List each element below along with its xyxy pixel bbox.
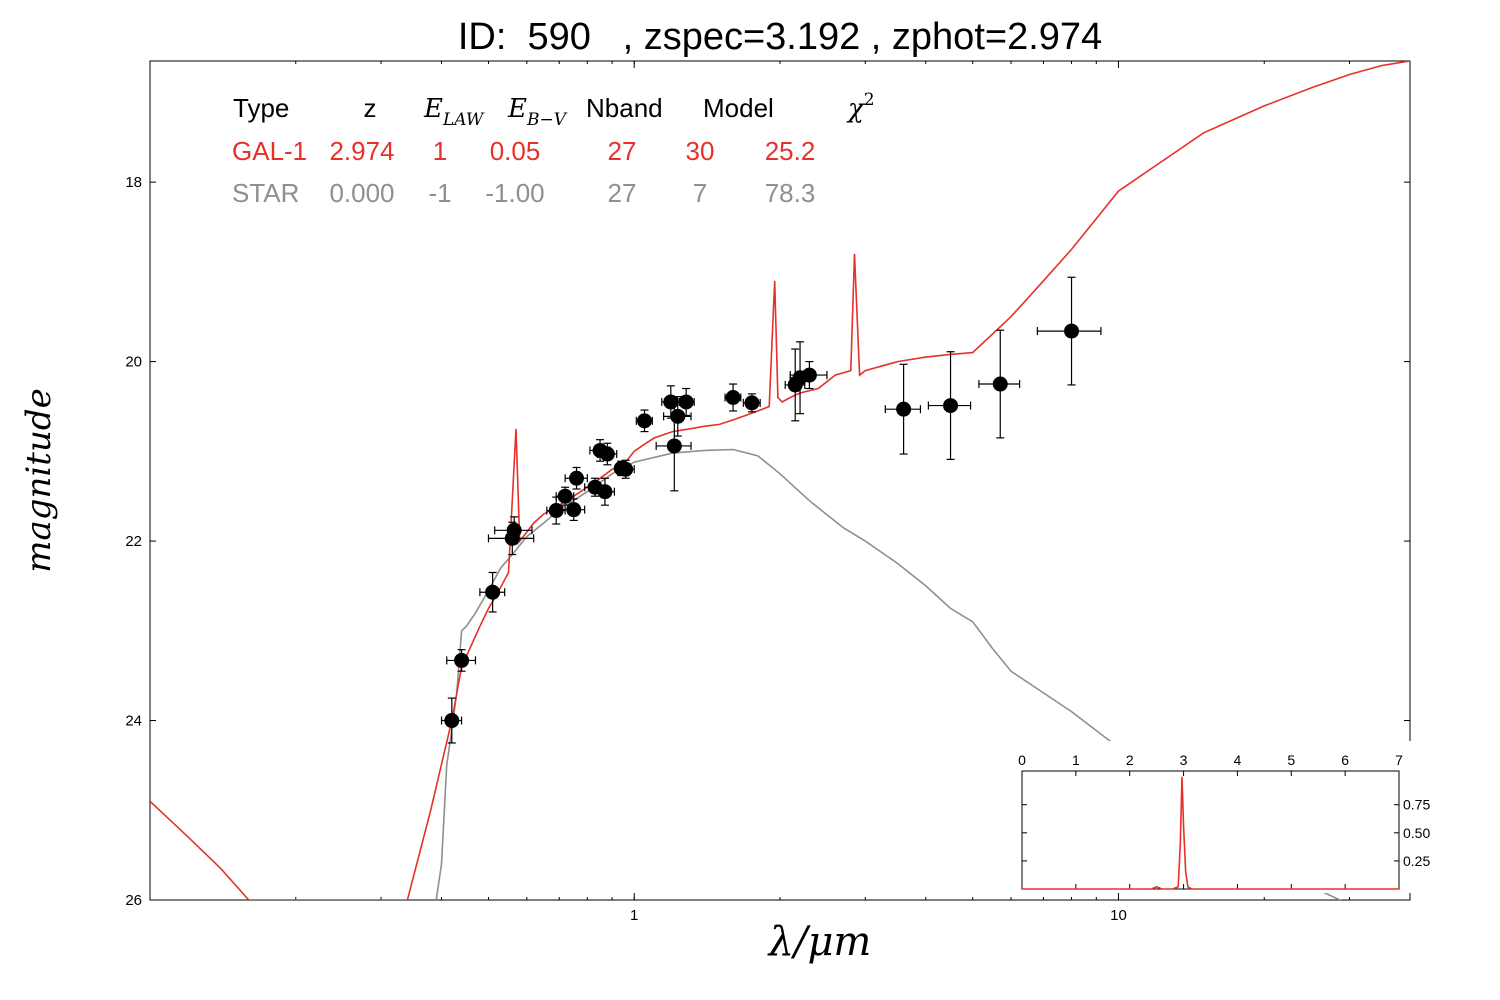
table-header: ELAW [423, 94, 485, 130]
table-cell: 0.000 [329, 178, 394, 208]
photometry-point [564, 466, 588, 490]
inset-x-tick-label: 5 [1287, 752, 1295, 768]
y-tick-label: 22 [125, 533, 142, 550]
photometry-point [978, 329, 1021, 439]
data-marker [670, 408, 686, 424]
photometry-point [616, 459, 635, 479]
data-marker [992, 376, 1008, 392]
y-tick-label: 26 [125, 892, 142, 909]
pdz-inset-plot: 0 1 2 3 4 5 6 7 0.25 0.50 0.75 [1018, 741, 1438, 893]
data-marker [943, 398, 959, 414]
data-marker [636, 413, 652, 429]
table-cell: -1 [428, 178, 451, 208]
photometry-point [663, 396, 692, 437]
photometry-point [561, 498, 586, 522]
data-marker [744, 395, 760, 411]
photometry-point [440, 697, 463, 744]
table-cell: 27 [608, 136, 637, 166]
inset-x-tick-label: 3 [1180, 752, 1188, 768]
table-cell: 2.974 [329, 136, 394, 166]
table-header: Nband [586, 93, 663, 123]
inset-x-tick-label: 1 [1072, 752, 1080, 768]
table-header: z [364, 93, 377, 123]
table-cell: 30 [686, 136, 715, 166]
galaxy-template-line [150, 61, 1410, 900]
data-marker [444, 713, 460, 729]
data-marker [557, 488, 573, 504]
photometry-point [494, 516, 533, 545]
table-cell: 78.3 [765, 178, 816, 208]
photometry-point [927, 351, 972, 461]
pdz-line [1022, 776, 1399, 890]
table-cell: 1 [433, 136, 447, 166]
table-header: EB−V [507, 94, 568, 130]
data-marker [618, 461, 634, 477]
y-tick-label: 18 [125, 174, 142, 191]
photometry-point [635, 409, 653, 433]
photometry-point [677, 387, 695, 417]
photometry-point [1036, 276, 1102, 386]
photometry-point [479, 571, 506, 613]
data-marker [597, 484, 613, 500]
photometry-points [440, 276, 1102, 744]
inset-y-tick-label: 0.75 [1403, 797, 1430, 813]
photometry-point [884, 363, 922, 455]
table-cell: -1.00 [485, 178, 544, 208]
photometry-point [594, 477, 615, 506]
photometry-point [742, 393, 761, 413]
data-marker [599, 446, 615, 462]
data-marker [454, 652, 470, 668]
photometry-point [724, 383, 742, 412]
data-marker [1064, 323, 1080, 339]
x-tick-label: 10 [1110, 907, 1127, 924]
inset-x-tick-label: 6 [1341, 752, 1349, 768]
fit-results-table: Type z ELAW EB−V Nband Model χ2 GAL-1 2.974 1 0.05… [232, 90, 875, 208]
table-header: χ2 [846, 90, 875, 124]
data-marker [896, 401, 912, 417]
data-marker [666, 438, 682, 454]
y-tick-label: 24 [125, 713, 142, 730]
table-cell: 25.2 [765, 136, 816, 166]
data-marker [548, 503, 564, 519]
photometry-point [596, 442, 618, 466]
table-header: Type [233, 93, 289, 123]
x-axis-label: λ/μm [767, 919, 872, 965]
y-axis-label: magnitude [19, 388, 59, 573]
table-cell: GAL-1 [232, 136, 307, 166]
y-tick-label: 20 [125, 354, 142, 371]
chart-title: ID: 590 , zspec=3.192 , zphot=2.974 [457, 16, 1103, 58]
inset-x-tick-label: 7 [1395, 752, 1403, 768]
data-marker [569, 470, 585, 486]
x-tick-label: 1 [630, 907, 638, 924]
inset-y-tick-label: 0.25 [1403, 853, 1430, 869]
photometry-point [789, 361, 828, 390]
table-header: Model [703, 93, 774, 123]
data-marker [566, 502, 582, 518]
inset-background [1021, 741, 1438, 893]
data-marker [678, 394, 694, 410]
table-cell: STAR [232, 178, 299, 208]
data-marker [506, 522, 522, 538]
inset-x-tick-label: 2 [1126, 752, 1134, 768]
photometry-point [555, 486, 575, 506]
inset-y-tick-label: 0.50 [1403, 825, 1430, 841]
data-marker [801, 367, 817, 383]
table-cell: 0.05 [490, 136, 541, 166]
inset-x-tick-label: 0 [1018, 752, 1026, 768]
data-marker [725, 389, 741, 405]
table-cell: 27 [608, 178, 637, 208]
photometry-point [446, 649, 477, 672]
table-cell: 7 [693, 178, 707, 208]
data-marker [485, 584, 501, 600]
inset-x-tick-label: 4 [1234, 752, 1242, 768]
